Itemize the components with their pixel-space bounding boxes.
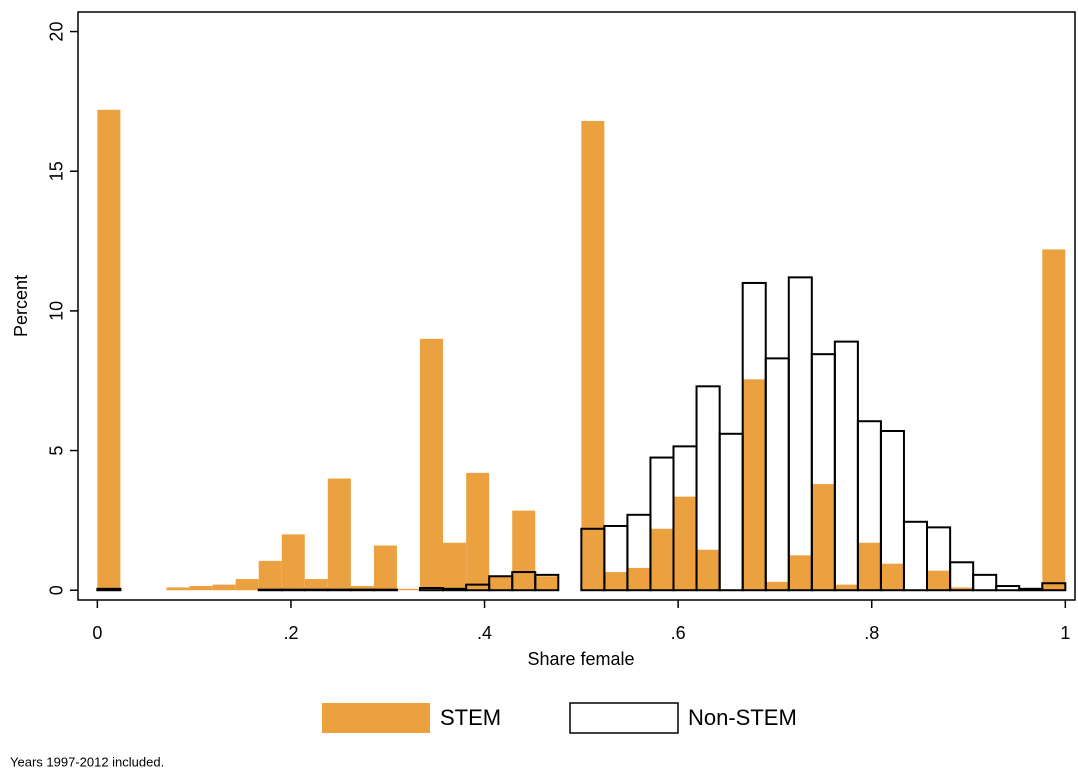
- bar-outline: [1018, 587, 1044, 592]
- bar: [212, 584, 236, 591]
- bar: [466, 472, 490, 591]
- bar: [535, 576, 559, 591]
- bar: [696, 549, 720, 591]
- y-tick-label: 5: [47, 446, 67, 456]
- plot-frame: [77, 11, 1076, 601]
- bar: [373, 545, 397, 591]
- bar-outline: [96, 587, 122, 592]
- bar: [235, 579, 259, 591]
- bar: [926, 570, 951, 591]
- y-tick-label: 20: [47, 22, 67, 42]
- y-tick-label: 10: [47, 301, 67, 321]
- x-tick-label: .4: [477, 623, 492, 643]
- bar: [673, 496, 697, 591]
- bar: [834, 584, 858, 591]
- bar: [281, 534, 305, 591]
- y-tick-label: 0: [47, 585, 67, 595]
- bar: [189, 586, 213, 591]
- bar-outline: [280, 588, 306, 592]
- x-tick-label: 1: [1060, 623, 1070, 643]
- bar: [512, 510, 536, 591]
- bar-outline: [534, 573, 560, 592]
- legend-label: STEM: [440, 705, 501, 730]
- bar: [350, 586, 374, 591]
- bar-outline: [925, 526, 952, 592]
- bar-outline: [972, 573, 998, 592]
- bar: [258, 560, 282, 591]
- x-tick-label: 0: [92, 623, 102, 643]
- bar-outline: [326, 588, 352, 592]
- x-tick-label: .6: [671, 623, 686, 643]
- bar: [304, 579, 328, 591]
- legend-swatch: [322, 703, 430, 733]
- bar-outline: [303, 588, 329, 592]
- bar: [327, 478, 351, 591]
- x-axis-label: Share female: [527, 649, 634, 669]
- bar: [604, 572, 628, 591]
- note: Years 1997-2012 included.: [10, 754, 164, 769]
- bar: [742, 379, 766, 591]
- x-tick-label: .8: [864, 623, 879, 643]
- x-tick-label: .2: [283, 623, 298, 643]
- bar: [419, 338, 444, 591]
- bar: [788, 555, 812, 591]
- bar: [650, 528, 674, 591]
- bar: [97, 109, 121, 591]
- bar: [581, 120, 605, 591]
- bar-outline: [1041, 582, 1067, 592]
- y-tick-label: 15: [47, 161, 67, 181]
- bar: [396, 588, 420, 591]
- bar: [950, 587, 974, 591]
- bar: [880, 563, 904, 591]
- bar: [811, 484, 835, 591]
- bar: [443, 542, 467, 591]
- bar: [489, 576, 513, 591]
- bar: [166, 587, 190, 591]
- y-axis-label: Percent: [11, 275, 31, 337]
- legend-swatch: [569, 702, 679, 734]
- bar-outline: [879, 430, 905, 592]
- bar: [627, 567, 651, 591]
- legend-label: Non-STEM: [688, 705, 797, 730]
- bar-outline: [257, 588, 283, 592]
- bar-outline: [442, 587, 468, 592]
- bar: [1042, 249, 1066, 591]
- bar: [857, 542, 881, 591]
- bar-outline: [372, 588, 398, 592]
- bar: [765, 581, 789, 591]
- bar-outline: [349, 588, 375, 592]
